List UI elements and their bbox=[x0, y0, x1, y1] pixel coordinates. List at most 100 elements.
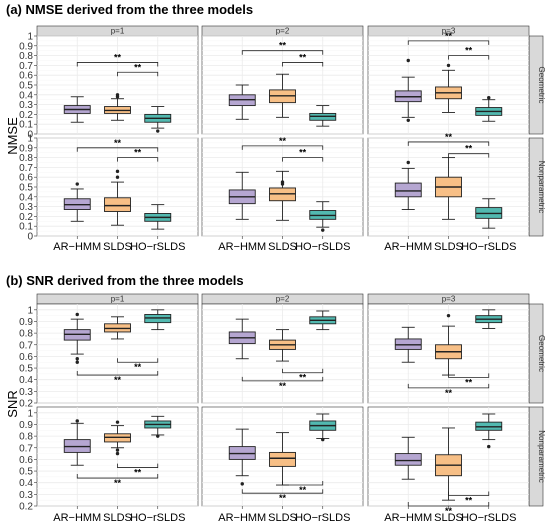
panel-b-plot: p=1 p=2 p=3GeometricNonparametric0.20.30.4… bbox=[19, 293, 546, 524]
box-outlier bbox=[280, 180, 285, 184]
significance-label: ** bbox=[114, 375, 122, 385]
y-tick-label: 0.2 bbox=[19, 502, 33, 513]
box-outlier bbox=[406, 118, 410, 122]
x-category-label: SLDS bbox=[434, 512, 463, 524]
significance-label: ** bbox=[445, 31, 453, 41]
y-tick-label: 0.5 bbox=[19, 183, 33, 194]
facet-strip-label: p=2 bbox=[276, 27, 290, 36]
significance-label: ** bbox=[465, 377, 473, 387]
y-tick-label: 0.1 bbox=[19, 222, 33, 233]
x-category-label: AR−HMM bbox=[384, 512, 432, 524]
significance-bracket bbox=[117, 463, 159, 468]
box-outlier bbox=[240, 482, 244, 486]
x-category-label: SLDS bbox=[268, 512, 297, 524]
y-tick-label: 0.5 bbox=[19, 81, 33, 92]
box-outlier bbox=[156, 434, 160, 438]
y-tick-label: 0.9 bbox=[19, 143, 33, 154]
panel-b-title: (b) SNR derived from the three models bbox=[6, 273, 244, 288]
x-category-label: SLDS bbox=[268, 241, 297, 253]
significance-label: ** bbox=[114, 478, 122, 488]
x-category-label: SLDS bbox=[434, 241, 463, 253]
y-tick-label: 0.7 bbox=[19, 163, 33, 174]
y-tick-label: 0.7 bbox=[19, 340, 33, 351]
y-tick-label: 0.4 bbox=[19, 90, 33, 101]
box-outlier bbox=[75, 182, 79, 186]
y-tick-label: 0.6 bbox=[19, 352, 33, 363]
x-category-label: HO−rSLDS bbox=[295, 241, 350, 253]
y-tick-label: 0.3 bbox=[19, 490, 33, 501]
significance-bracket bbox=[282, 481, 324, 486]
y-tick-label: 0.6 bbox=[19, 71, 33, 82]
significance-bracket bbox=[407, 141, 490, 146]
significance-label: ** bbox=[445, 132, 453, 142]
y-tick-label: 1 bbox=[27, 32, 33, 43]
x-category-label: SLDS bbox=[103, 512, 132, 524]
significance-bracket bbox=[241, 376, 324, 382]
box-outlier bbox=[75, 357, 79, 361]
panel-b-y-axis-label: SNR bbox=[5, 390, 20, 417]
box-outlier bbox=[75, 312, 79, 317]
significance-label: ** bbox=[465, 144, 473, 154]
box-iqr bbox=[104, 197, 131, 212]
significance-label: ** bbox=[134, 148, 142, 158]
x-category-label: AR−HMM bbox=[218, 512, 266, 524]
facet-strip-row-label: Geometric bbox=[537, 335, 546, 372]
box-outlier bbox=[406, 160, 410, 165]
y-tick-label: 0.7 bbox=[19, 443, 33, 454]
y-tick-label: 0.9 bbox=[19, 317, 33, 328]
y-tick-label: 0.9 bbox=[19, 420, 33, 431]
y-tick-label: 0.9 bbox=[19, 41, 33, 52]
x-category-label: AR−HMM bbox=[53, 512, 101, 524]
panel-a-y-axis-label: NMSE bbox=[5, 117, 20, 155]
box-outlier bbox=[115, 448, 120, 452]
box-outlier bbox=[75, 419, 79, 423]
y-tick-label: 0.3 bbox=[19, 387, 33, 398]
significance-label: ** bbox=[465, 46, 473, 56]
y-tick-label: 0.8 bbox=[19, 432, 33, 443]
y-tick-label: 0.7 bbox=[19, 61, 33, 72]
box-iqr bbox=[394, 453, 422, 466]
significance-bracket bbox=[241, 145, 324, 150]
x-category-label: HO−rSLDS bbox=[295, 512, 350, 524]
box-iqr bbox=[394, 182, 422, 198]
significance-label: ** bbox=[114, 52, 122, 62]
box-outlier bbox=[406, 58, 410, 63]
significance-bracket bbox=[117, 71, 159, 77]
box-outlier bbox=[115, 169, 120, 174]
box-outlier bbox=[446, 313, 451, 318]
significance-bracket bbox=[448, 373, 490, 378]
y-tick-label: 1 bbox=[27, 134, 33, 145]
y-tick-label: 0.1 bbox=[19, 120, 33, 131]
significance-label: ** bbox=[465, 496, 473, 506]
significance-bracket bbox=[282, 157, 324, 162]
facet-strip-row-label: Nonparametric bbox=[537, 161, 546, 213]
y-tick-label: 0.2 bbox=[19, 399, 33, 410]
significance-bracket bbox=[448, 55, 490, 60]
x-category-label: HO−rSLDS bbox=[130, 241, 185, 253]
y-tick-label: 0 bbox=[27, 130, 33, 141]
y-tick-label: 0.8 bbox=[19, 51, 33, 62]
y-tick-label: 0 bbox=[27, 232, 33, 243]
significance-bracket bbox=[448, 491, 490, 496]
significance-label: ** bbox=[445, 506, 453, 516]
significance-label: ** bbox=[279, 381, 287, 391]
x-category-label: HO−rSLDS bbox=[130, 512, 185, 524]
significance-bracket bbox=[76, 474, 159, 479]
box-outlier bbox=[487, 96, 491, 100]
box-outlier bbox=[75, 360, 79, 364]
box-outlier bbox=[115, 93, 120, 97]
y-tick-label: 0.5 bbox=[19, 364, 33, 375]
significance-label: ** bbox=[279, 493, 287, 503]
panel-a-title: (a) NMSE derived from the three models bbox=[6, 2, 253, 17]
y-tick-label: 0.4 bbox=[19, 192, 33, 203]
significance-label: ** bbox=[299, 485, 307, 495]
significance-bracket bbox=[76, 371, 159, 376]
significance-bracket bbox=[241, 489, 324, 494]
significance-label: ** bbox=[299, 52, 307, 62]
significance-bracket bbox=[407, 40, 490, 45]
x-category-label: SLDS bbox=[103, 241, 132, 253]
significance-label: ** bbox=[134, 468, 142, 478]
y-tick-label: 0.4 bbox=[19, 478, 33, 489]
box-outlier bbox=[321, 437, 325, 442]
